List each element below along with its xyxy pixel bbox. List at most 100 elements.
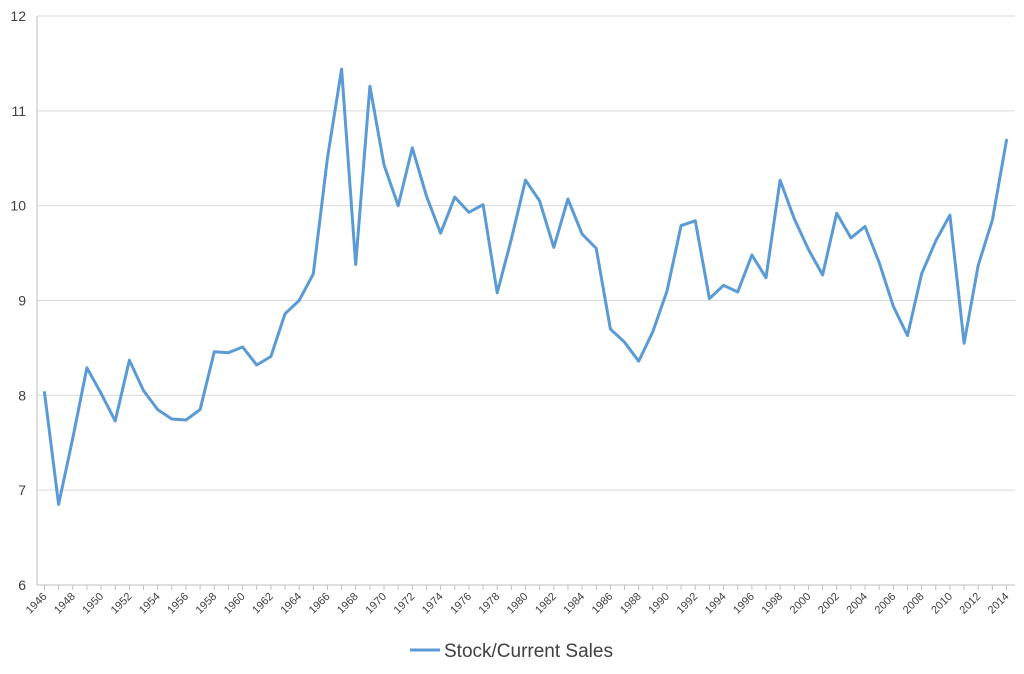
data-point xyxy=(708,297,711,300)
y-tick-label: 7 xyxy=(18,482,26,498)
data-point xyxy=(57,503,60,506)
y-tick-label: 10 xyxy=(10,198,26,214)
data-point xyxy=(383,163,386,166)
x-tick-label: 1984 xyxy=(561,591,587,617)
x-tick-label: 1990 xyxy=(646,591,672,617)
data-point xyxy=(241,345,244,348)
data-point xyxy=(269,355,272,358)
x-tick-label: 1974 xyxy=(420,591,446,617)
x-tick-label: 2008 xyxy=(901,591,927,617)
data-point xyxy=(920,272,923,275)
x-tick-label: 1994 xyxy=(703,591,729,617)
data-point xyxy=(963,342,966,345)
data-point xyxy=(566,198,569,201)
data-point xyxy=(736,290,739,293)
data-point xyxy=(609,327,612,330)
data-point xyxy=(284,312,287,315)
data-point xyxy=(680,224,683,227)
data-point xyxy=(750,253,753,256)
data-point xyxy=(524,179,527,182)
x-tick-label: 2000 xyxy=(788,591,814,617)
data-point xyxy=(213,350,216,353)
data-point xyxy=(765,276,768,279)
data-point xyxy=(397,204,400,207)
data-point xyxy=(510,237,513,240)
x-tick-label: 1948 xyxy=(52,591,78,617)
data-point xyxy=(496,291,499,294)
data-point xyxy=(807,248,810,251)
data-point xyxy=(298,299,301,302)
data-point xyxy=(425,195,428,198)
legend-label: Stock/Current Sales xyxy=(444,641,613,662)
data-point xyxy=(694,219,697,222)
x-tick-label: 2002 xyxy=(816,591,842,617)
x-tick-label: 1998 xyxy=(759,591,785,617)
x-tick-label: 2012 xyxy=(958,591,984,617)
x-tick-label: 1964 xyxy=(278,591,304,617)
data-point xyxy=(227,351,230,354)
series-layer xyxy=(43,67,1008,506)
x-tick-label: 1958 xyxy=(194,591,220,617)
x-tick-label: 1996 xyxy=(731,591,757,617)
data-point xyxy=(1005,139,1008,142)
data-point xyxy=(453,196,456,199)
data-point xyxy=(85,366,88,369)
x-tick-label: 1982 xyxy=(533,591,559,617)
data-point xyxy=(821,273,824,276)
y-tick-label: 8 xyxy=(18,387,26,403)
x-tick-label: 1966 xyxy=(307,591,333,617)
data-point xyxy=(142,389,145,392)
x-tick-label: 2010 xyxy=(929,591,955,617)
series-line-stock-current-sales xyxy=(43,67,1008,506)
x-tick-label: 1956 xyxy=(165,591,191,617)
data-point xyxy=(665,290,668,293)
data-point xyxy=(184,418,187,421)
x-tick-label: 1968 xyxy=(335,591,361,617)
data-point xyxy=(595,247,598,250)
axes xyxy=(36,16,1015,590)
data-point xyxy=(849,236,852,239)
data-point xyxy=(326,157,329,160)
data-point xyxy=(793,217,796,220)
x-tick-label: 1950 xyxy=(80,591,106,617)
x-axis-tick-labels: 1946 1948 1950 1952 1954 1956 1958 1960 1962 1964… xyxy=(24,591,1012,617)
y-axis-tick-labels: 6 7 8 9 10 11 12 xyxy=(10,8,26,593)
y-tick-label: 6 xyxy=(18,577,26,593)
data-point xyxy=(779,179,782,182)
data-point xyxy=(312,272,315,275)
y-tick-label: 12 xyxy=(10,8,26,24)
y-tick-label: 11 xyxy=(11,103,26,119)
data-point xyxy=(552,246,555,249)
data-point xyxy=(114,419,117,422)
data-point xyxy=(255,363,258,366)
x-tick-label: 1992 xyxy=(675,591,701,617)
data-point xyxy=(651,330,654,333)
x-tick-label: 1952 xyxy=(109,591,135,617)
data-point xyxy=(368,85,371,88)
data-point xyxy=(835,212,838,215)
data-point xyxy=(977,264,980,267)
x-tick-label: 1946 xyxy=(24,591,50,617)
data-point xyxy=(439,232,442,235)
x-tick-label: 1980 xyxy=(505,591,531,617)
data-point xyxy=(934,239,937,242)
x-tick-label: 2014 xyxy=(986,591,1012,617)
x-tick-label: 1960 xyxy=(222,591,248,617)
gridlines xyxy=(37,15,1015,491)
data-point xyxy=(892,305,895,308)
x-tick-label: 1954 xyxy=(137,591,163,617)
data-point xyxy=(43,391,46,394)
data-point xyxy=(467,211,470,214)
x-tick-label: 2006 xyxy=(873,591,899,617)
data-point xyxy=(623,341,626,344)
data-point xyxy=(170,418,173,421)
data-point xyxy=(199,408,202,411)
data-point xyxy=(482,203,485,206)
data-point xyxy=(100,392,103,395)
x-tick-label: 1986 xyxy=(590,591,616,617)
data-point xyxy=(71,437,74,440)
x-tick-label: 1976 xyxy=(448,591,474,617)
data-point xyxy=(637,360,640,363)
